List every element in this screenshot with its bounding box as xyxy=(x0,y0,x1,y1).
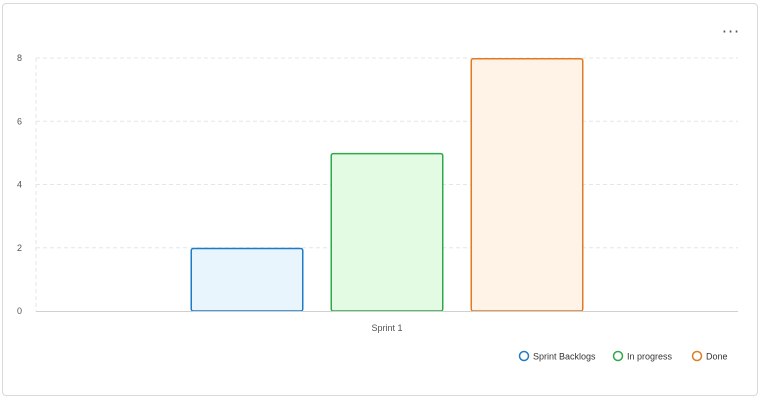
bar-sprint-backlogs[interactable] xyxy=(190,247,304,312)
legend-label: Done xyxy=(706,352,728,362)
y-tick-label: 6 xyxy=(17,116,22,126)
y-axis-ticks: 0 2 4 6 8 xyxy=(17,53,22,316)
legend-item[interactable]: Sprint Backlogs xyxy=(518,350,597,362)
x-axis-ticks: Sprint 1 xyxy=(371,323,402,333)
legend-label: Sprint Backlogs xyxy=(533,352,596,362)
legend-marker-icon xyxy=(612,350,624,362)
x-tick-label: Sprint 1 xyxy=(371,323,402,333)
y-tick-label: 2 xyxy=(17,243,22,253)
legend-label: In progress xyxy=(627,352,673,362)
legend: Sprint Backlogs In progress Done xyxy=(518,350,728,362)
bar-done[interactable] xyxy=(470,58,584,312)
more-options-icon[interactable]: ··· xyxy=(721,22,741,41)
y-tick-label: 0 xyxy=(17,306,22,316)
bar-in-progress[interactable] xyxy=(330,152,444,312)
legend-marker-icon xyxy=(691,350,703,362)
y-tick-label: 4 xyxy=(17,180,22,190)
legend-item[interactable]: Done xyxy=(691,350,728,362)
y-tick-label: 8 xyxy=(17,53,22,63)
legend-item[interactable]: In progress xyxy=(612,350,673,362)
legend-marker-icon xyxy=(518,350,530,362)
